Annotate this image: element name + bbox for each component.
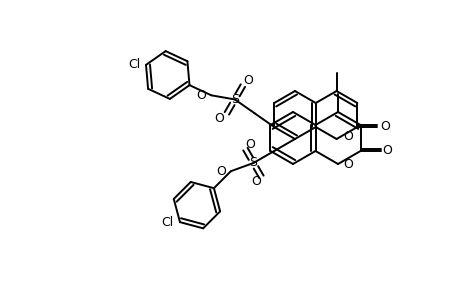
Text: S: S	[249, 157, 257, 169]
Text: S: S	[230, 93, 238, 106]
Text: O: O	[213, 112, 224, 125]
Text: O: O	[380, 121, 389, 134]
Text: O: O	[242, 74, 252, 87]
Text: O: O	[382, 145, 392, 158]
Text: O: O	[216, 165, 225, 178]
Text: O: O	[251, 176, 261, 188]
Text: O: O	[196, 89, 206, 102]
Text: O: O	[245, 138, 255, 151]
Text: Cl: Cl	[162, 216, 174, 229]
Text: O: O	[343, 130, 353, 142]
Text: Cl: Cl	[128, 58, 140, 71]
Text: O: O	[342, 158, 352, 170]
